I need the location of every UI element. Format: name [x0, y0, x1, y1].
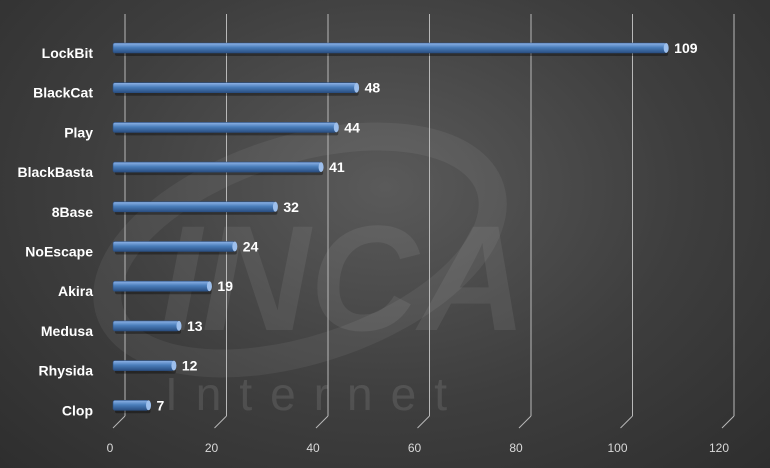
bar-cap — [146, 400, 152, 411]
value-label: 7 — [157, 397, 165, 413]
category-label: Medusa — [41, 323, 93, 339]
value-labels: 109 48 44 41 32 24 19 13 12 7 — [157, 40, 698, 413]
category-label: LockBit — [42, 45, 94, 61]
x-tick-label: 60 — [408, 441, 422, 455]
bar-cap — [272, 201, 278, 212]
x-tick-label: 100 — [607, 441, 627, 455]
x-axis-ticks: 0 20 40 60 80 100 120 — [107, 441, 730, 455]
bar — [112, 161, 322, 173]
bar-cap — [232, 241, 238, 252]
bar — [112, 122, 337, 133]
value-label: 44 — [344, 119, 360, 135]
value-label: 12 — [182, 358, 198, 374]
bar — [112, 82, 357, 93]
bar-cap — [206, 281, 212, 292]
gridline-foot-120 — [721, 415, 735, 429]
category-label: Akira — [58, 283, 93, 299]
bar — [112, 360, 175, 371]
category-label: BlackCat — [33, 85, 93, 101]
bars — [112, 42, 669, 414]
gridline-foot-40 — [315, 415, 329, 429]
category-label: 8Base — [52, 204, 93, 220]
bar — [112, 241, 236, 252]
bar-cap — [318, 162, 324, 173]
watermark: INCA Internet — [93, 122, 527, 420]
value-label: 13 — [187, 318, 203, 334]
value-label: 24 — [243, 239, 259, 255]
bar — [112, 280, 210, 292]
bar — [112, 399, 149, 411]
bar — [112, 320, 180, 332]
category-label: Clop — [62, 402, 93, 418]
value-label: 48 — [365, 80, 381, 96]
watermark-swoosh — [93, 122, 507, 378]
gridlines — [112, 14, 735, 429]
bar-cap — [171, 360, 177, 371]
x-tick-label: 0 — [107, 441, 114, 455]
bar-cap — [176, 320, 182, 331]
bar — [112, 42, 667, 54]
bar-cap — [663, 43, 669, 53]
x-tick-label: 20 — [205, 441, 219, 455]
value-label: 32 — [283, 199, 299, 215]
bar-cap — [354, 82, 360, 93]
category-label: BlackBasta — [18, 164, 94, 180]
x-tick-label: 80 — [509, 441, 523, 455]
gridline-foot-60 — [417, 415, 430, 429]
gridline-foot-80 — [518, 415, 532, 429]
category-label: Play — [64, 124, 93, 140]
category-labels: LockBit BlackCat Play BlackBasta 8Base NoEsca… — [18, 45, 94, 418]
x-tick-label: 120 — [709, 441, 729, 455]
category-label: NoEscape — [25, 244, 93, 260]
value-label: 19 — [217, 278, 233, 294]
x-tick-label: 40 — [306, 441, 320, 455]
bar — [112, 201, 276, 213]
category-label: Rhysida — [39, 363, 94, 379]
gridline-foot-0 — [112, 415, 126, 429]
value-label: 109 — [674, 40, 698, 56]
gridline-foot-100 — [620, 415, 633, 429]
watermark-sub-text: Internet — [165, 368, 465, 420]
value-label: 41 — [329, 159, 345, 175]
gridline-foot-20 — [214, 415, 227, 429]
watermark-main-text: INCA — [160, 194, 527, 362]
bar-cap — [333, 122, 339, 133]
